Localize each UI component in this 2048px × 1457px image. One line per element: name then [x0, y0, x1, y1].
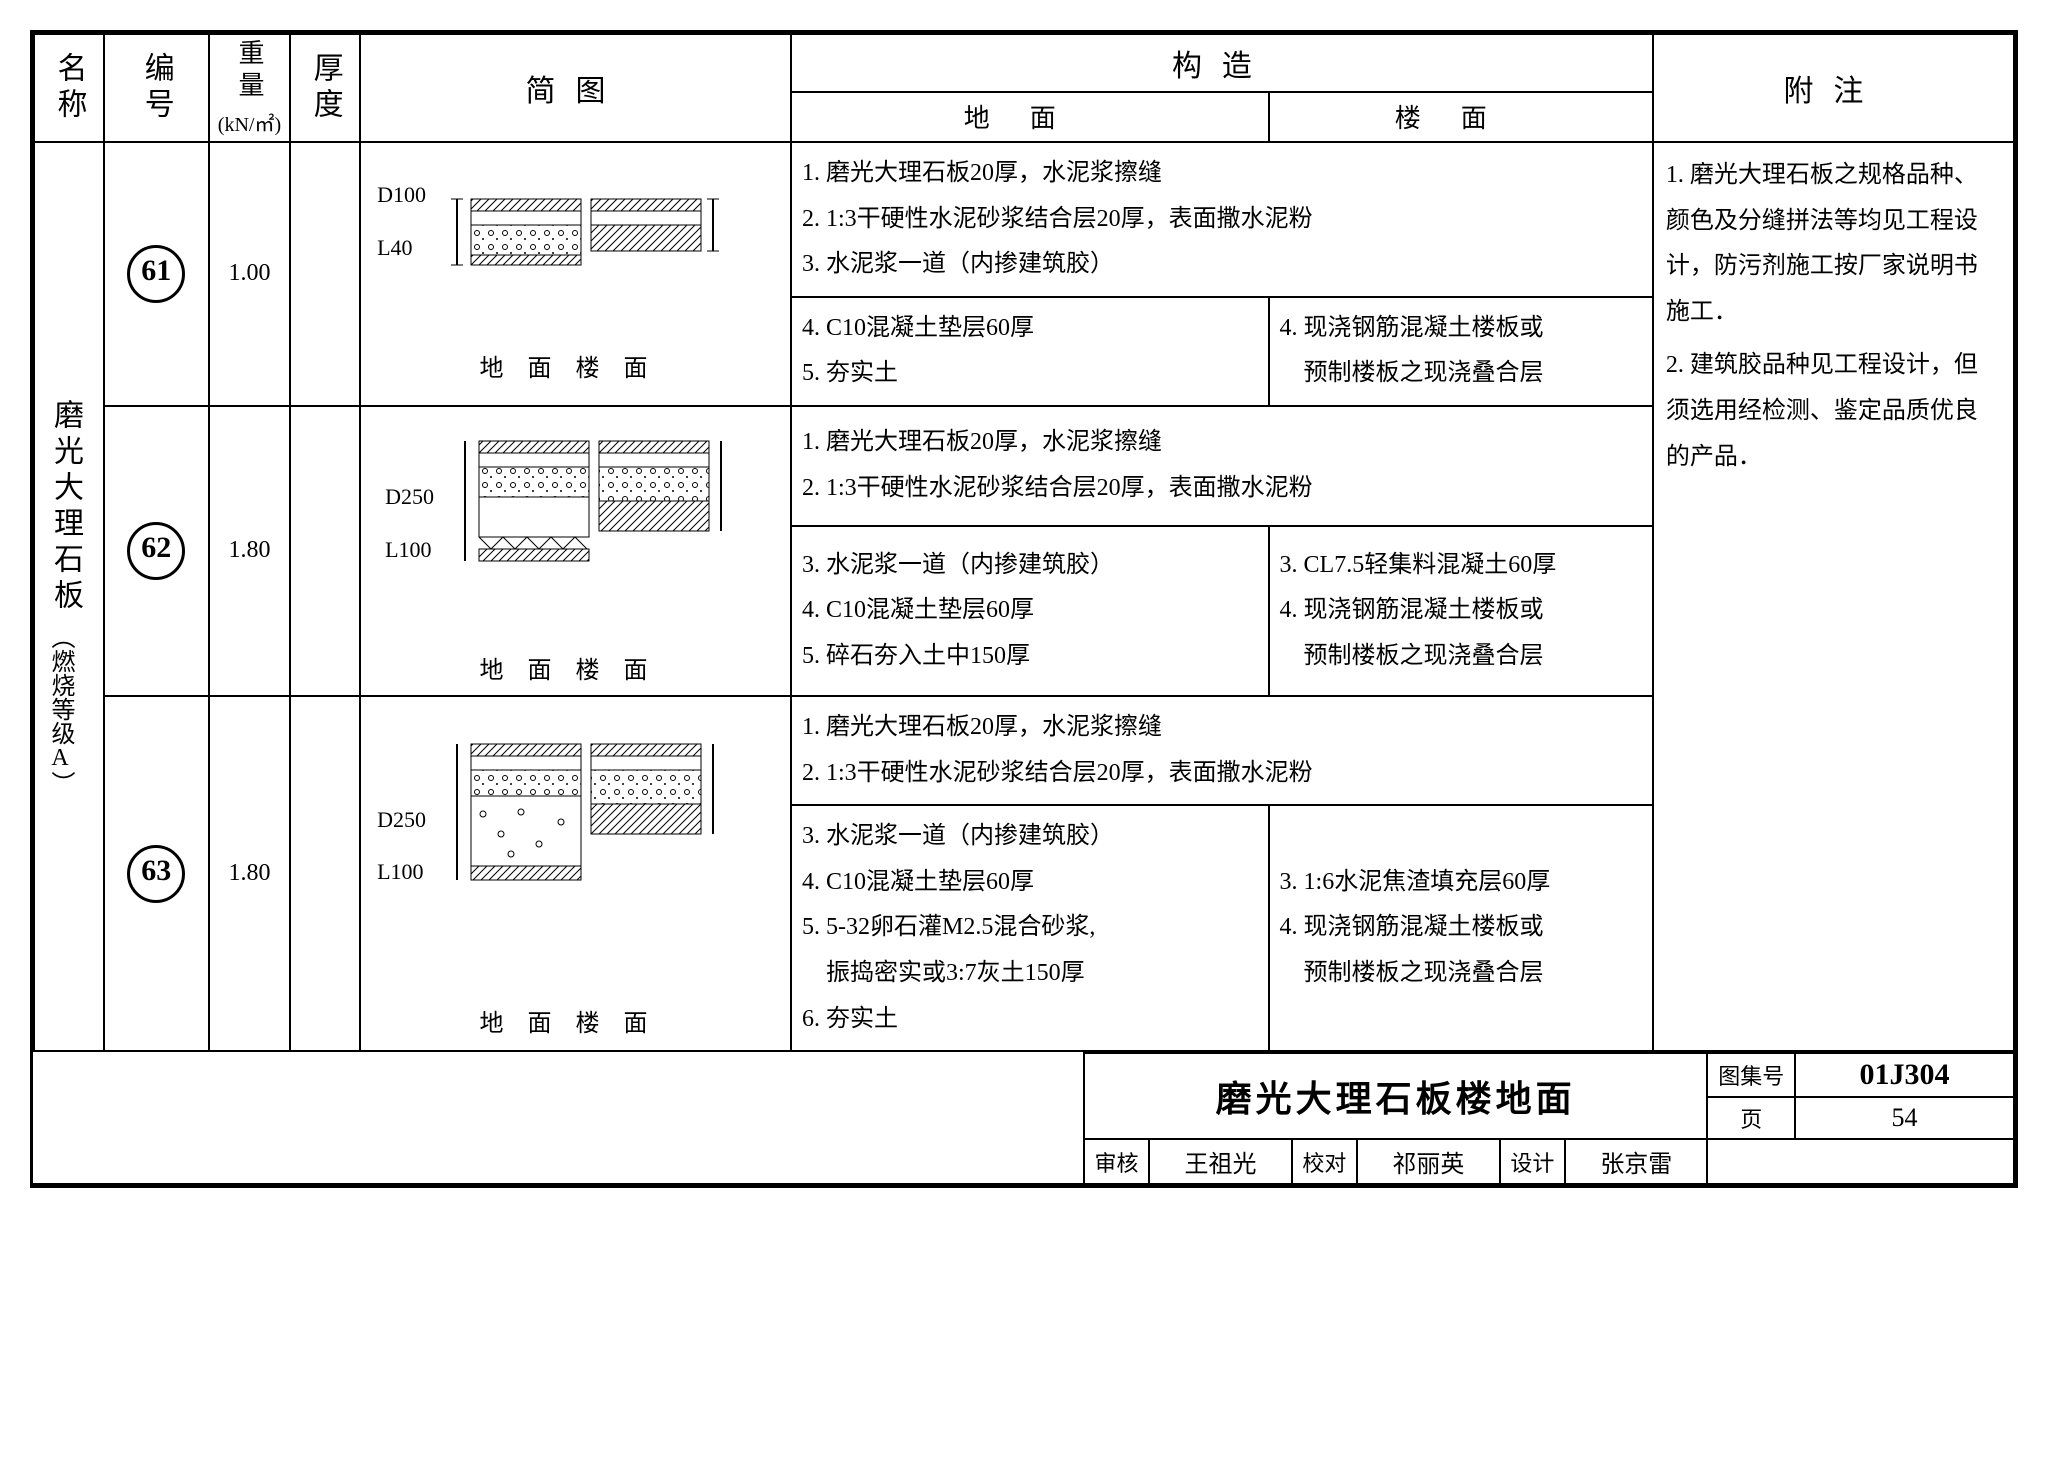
diagram-61: D100 L40 [360, 142, 791, 406]
hdr-floor: 楼面 [1269, 92, 1653, 142]
weight-62: 1.80 [209, 406, 291, 696]
page-no: 54 [1795, 1097, 2014, 1139]
notes-cell: 1. 磨光大理石板之规格品种、颜色及分缝拼法等均见工程设计，防污剂施工按厂家说明… [1653, 142, 2014, 1051]
name-cell: 磨光大理石板 （燃烧等级A） [34, 142, 104, 1051]
drawing-sheet: 名称 编号 重量 (kN/㎡) 厚度 简图 构造 附注 地面 楼面 磨光大理石板… [30, 30, 2018, 1188]
review-name: 王祖光 [1149, 1139, 1291, 1184]
check-name: 祁丽英 [1357, 1139, 1499, 1184]
con-62-ground: 3. 水泥浆一道（内掺建筑胶） 4. C10混凝土垫层60厚 5. 碎石夯入土中… [791, 526, 1269, 696]
title-block: 磨光大理石板楼地面 图集号 01J304 页 54 审核 王祖光 校对 祁丽英 … [33, 1052, 2015, 1185]
con-62-shared: 1. 磨光大理石板20厚，水泥浆擦缝 2. 1:3干硬性水泥砂浆结合层20厚，表… [791, 406, 1653, 526]
code-62: 62 [104, 406, 209, 696]
con-62-floor: 3. CL7.5轻集料混凝土60厚 4. 现浇钢筋混凝土楼板或 预制楼板之现浇叠… [1269, 526, 1653, 696]
hdr-notes: 附注 [1653, 34, 2014, 142]
con-61-ground: 4. C10混凝土垫层60厚 5. 夯实土 [791, 297, 1269, 406]
sheet-title: 磨光大理石板楼地面 [1084, 1053, 1708, 1139]
hdr-name: 名称 [34, 34, 104, 142]
hdr-code: 编号 [104, 34, 209, 142]
con-63-floor: 3. 1:6水泥焦渣填充层60厚 4. 现浇钢筋混凝土楼板或 预制楼板之现浇叠合… [1269, 805, 1653, 1051]
page-label: 页 [1707, 1097, 1795, 1139]
check-label: 校对 [1292, 1139, 1358, 1184]
atlas-no: 01J304 [1795, 1053, 2014, 1097]
diagram-63: D250 L100 [360, 696, 791, 1051]
hdr-thickness: 厚度 [290, 34, 360, 142]
design-name: 张京雷 [1565, 1139, 1707, 1184]
con-61-shared: 1. 磨光大理石板20厚，水泥浆擦缝 2. 1:3干硬性水泥砂浆结合层20厚，表… [791, 142, 1653, 297]
design-label: 设计 [1500, 1139, 1566, 1184]
weight-63: 1.80 [209, 696, 291, 1051]
thickness-61 [290, 142, 360, 406]
code-63: 63 [104, 696, 209, 1051]
con-61-floor: 4. 现浇钢筋混凝土楼板或 预制楼板之现浇叠合层 [1269, 297, 1653, 406]
thickness-62 [290, 406, 360, 696]
hdr-weight: 重量 (kN/㎡) [209, 34, 291, 142]
code-61: 61 [104, 142, 209, 406]
con-63-shared: 1. 磨光大理石板20厚，水泥浆擦缝 2. 1:3干硬性水泥砂浆结合层20厚，表… [791, 696, 1653, 805]
atlas-label: 图集号 [1707, 1053, 1795, 1097]
thickness-63 [290, 696, 360, 1051]
weight-61: 1.00 [209, 142, 291, 406]
review-label: 审核 [1084, 1139, 1150, 1184]
diagram-62: D250 L100 地面 [360, 406, 791, 696]
hdr-diagram: 简图 [360, 34, 791, 142]
main-table: 名称 编号 重量 (kN/㎡) 厚度 简图 构造 附注 地面 楼面 磨光大理石板… [33, 33, 2015, 1052]
hdr-ground: 地面 [791, 92, 1269, 142]
hdr-construction: 构造 [791, 34, 1653, 92]
con-63-ground: 3. 水泥浆一道（内掺建筑胶） 4. C10混凝土垫层60厚 5. 5-32卵石… [791, 805, 1269, 1051]
